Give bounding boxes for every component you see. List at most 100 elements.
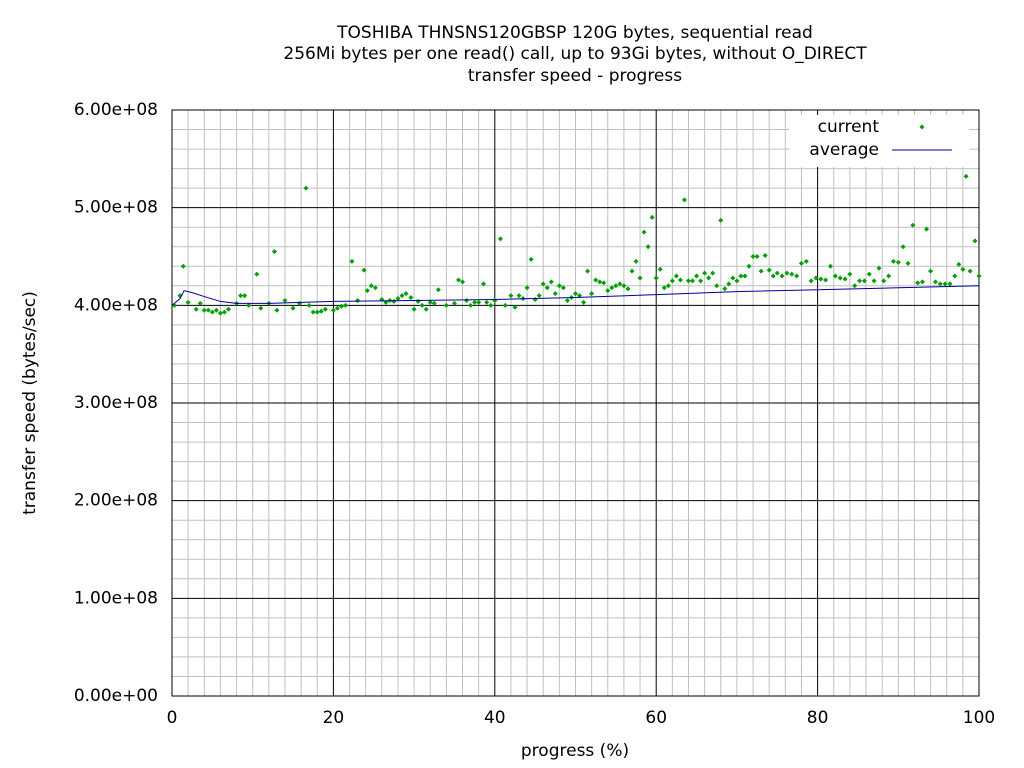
x-tick-label: 40 (484, 708, 506, 728)
legend-background (789, 115, 969, 167)
data-point (669, 278, 675, 284)
data-point (915, 280, 921, 286)
data-point (415, 298, 421, 304)
data-point (842, 276, 848, 282)
data-point (419, 302, 425, 308)
data-point (556, 283, 562, 289)
data-point (314, 309, 320, 315)
data-point (718, 217, 724, 223)
x-tick-label: 100 (963, 708, 995, 728)
data-point (481, 281, 487, 287)
data-point (201, 307, 207, 313)
y-tick-label: 3.00e+08 (74, 393, 158, 413)
data-point (472, 299, 478, 305)
data-point (455, 277, 461, 283)
data-point (564, 297, 570, 303)
data-point (770, 273, 776, 279)
data-point (847, 271, 853, 277)
data-point (774, 270, 780, 276)
data-point (976, 273, 982, 279)
data-point (876, 265, 882, 271)
data-point (290, 305, 296, 311)
data-point (497, 236, 503, 242)
data-point (330, 307, 336, 313)
data-point (813, 275, 819, 281)
data-point (242, 293, 248, 299)
data-point (512, 304, 518, 310)
data-point (548, 279, 554, 285)
data-point (408, 295, 414, 301)
y-tick-label: 6.00e+08 (74, 100, 158, 120)
data-point (766, 267, 772, 273)
data-point (722, 286, 728, 292)
data-point (871, 278, 877, 284)
data-point (758, 268, 764, 274)
data-point (185, 299, 191, 305)
data-point (577, 293, 583, 299)
data-point (597, 279, 603, 285)
data-point (905, 260, 911, 266)
data-point (193, 306, 199, 312)
data-point (443, 302, 449, 308)
data-point (613, 283, 619, 289)
data-point (238, 293, 244, 299)
data-point (857, 278, 863, 284)
data-point (629, 268, 635, 274)
plot-border (171, 109, 980, 697)
x-tick-label: 80 (807, 708, 829, 728)
data-point (271, 249, 277, 255)
data-point (508, 293, 514, 299)
data-point (698, 278, 704, 284)
data-point (502, 302, 508, 308)
data-point (963, 173, 969, 179)
data-point (625, 286, 631, 292)
data-point (694, 273, 700, 279)
legend-marker (919, 124, 925, 130)
data-point (657, 266, 663, 272)
x-tick-label: 0 (167, 708, 178, 728)
data-point (411, 306, 417, 312)
data-point (633, 258, 639, 264)
data-point (391, 298, 397, 304)
data-point (746, 263, 752, 269)
data-point (303, 185, 309, 191)
data-point (710, 270, 716, 276)
data-point (180, 263, 186, 269)
data-point (910, 222, 916, 228)
x-tick-label: 20 (323, 708, 345, 728)
data-point (403, 291, 409, 297)
data-point (649, 214, 655, 220)
data-point (685, 278, 691, 284)
data-point (890, 258, 896, 264)
data-point (828, 263, 834, 269)
data-point (488, 302, 494, 308)
data-point (585, 268, 591, 274)
data-point (451, 300, 457, 306)
data-line (171, 285, 980, 306)
data-point (866, 271, 872, 277)
data-point (702, 270, 708, 276)
data-point (956, 261, 962, 267)
data-point (399, 293, 405, 299)
data-point (920, 279, 926, 285)
data-point (779, 273, 785, 279)
data-point (881, 278, 887, 284)
x-axis-label: progress (%) (521, 741, 629, 761)
data-point (937, 281, 943, 287)
data-point (742, 273, 748, 279)
data-point (617, 281, 623, 287)
data-point (677, 277, 683, 283)
data-point (738, 273, 744, 279)
data-point (460, 279, 466, 285)
data-point (552, 291, 558, 297)
data-point (524, 285, 530, 291)
data-point (730, 275, 736, 281)
data-point (861, 278, 867, 284)
data-point (209, 309, 215, 315)
data-point (661, 285, 667, 291)
chart-title: transfer speed - progress (468, 66, 682, 86)
data-point (789, 271, 795, 277)
data-point (338, 303, 344, 309)
data-point (318, 308, 324, 314)
